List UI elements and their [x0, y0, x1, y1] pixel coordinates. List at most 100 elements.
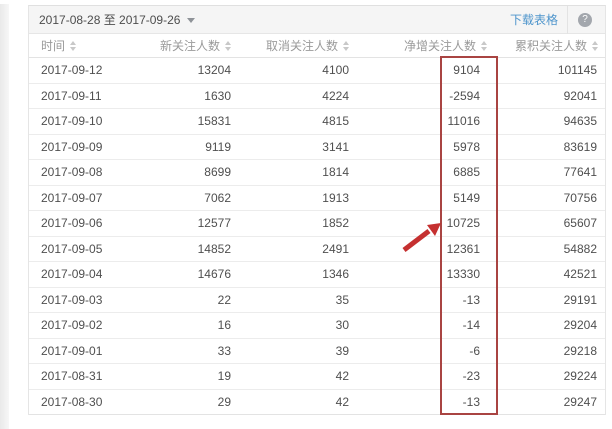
cell-new-followers: 14852	[197, 241, 231, 256]
table-row: 2017-09-02 16 30 -14 29204	[29, 313, 605, 339]
table-row: 2017-09-12 13204 4100 9104 101145	[29, 58, 605, 84]
cell-unfollowed: 4100	[322, 63, 349, 78]
cell-cumulative: 70756	[563, 190, 597, 205]
cell-new-followers: 19	[217, 369, 231, 384]
table-row: 2017-09-03 22 35 -13 29191	[29, 288, 605, 313]
download-table-link[interactable]: 下载表格	[509, 13, 558, 27]
table-toolbar: 2017-08-28 至 2017-09-26 下载表格 ?	[29, 5, 605, 34]
table-row: 2017-08-30 29 42 -13 29247	[29, 390, 605, 415]
cell-unfollowed: 39	[335, 343, 349, 358]
cell-new-followers: 16	[217, 318, 231, 333]
cell-net-increase: -13	[462, 394, 480, 409]
sort-icon[interactable]	[592, 40, 598, 51]
cell-time: 2017-09-04	[41, 267, 103, 282]
cell-net-increase: 10725	[446, 216, 480, 231]
cell-new-followers: 15831	[197, 114, 231, 129]
column-header-net-increase[interactable]: 净增关注人数	[355, 34, 493, 57]
table-row: 2017-09-05 14852 2491 12361 54882	[29, 237, 605, 262]
cell-new-followers: 7062	[204, 190, 231, 205]
cell-cumulative: 29218	[563, 343, 597, 358]
cell-cumulative: 94635	[563, 114, 597, 129]
table-header-row: 时间 新关注人数 取消关注人数 净增关注人数 累积关注人数	[29, 34, 605, 58]
cell-new-followers: 14676	[197, 267, 231, 282]
cell-time: 2017-09-07	[41, 190, 103, 205]
cell-cumulative: 42521	[563, 267, 597, 282]
help-icon[interactable]: ?	[578, 12, 592, 27]
cell-new-followers: 33	[217, 343, 231, 358]
toolbar-divider	[567, 5, 568, 34]
date-range-selector[interactable]: 2017-08-28 至 2017-09-26	[39, 11, 196, 28]
cell-net-increase: 6885	[453, 165, 480, 180]
followers-table-panel: 2017-08-28 至 2017-09-26 下载表格 ? 时间 新关注人数 取消…	[28, 5, 606, 415]
cell-time: 2017-09-11	[41, 88, 102, 103]
cell-cumulative: 77641	[563, 165, 597, 180]
cell-new-followers: 13204	[197, 63, 231, 78]
cell-cumulative: 92041	[563, 88, 597, 103]
cell-new-followers: 12577	[197, 216, 231, 231]
cell-time: 2017-09-09	[41, 139, 103, 154]
cell-cumulative: 65607	[563, 216, 597, 231]
cell-unfollowed: 1913	[322, 190, 349, 205]
cell-unfollowed: 3141	[322, 139, 349, 154]
cell-new-followers: 9119	[205, 139, 231, 154]
table-row: 2017-08-31 19 42 -23 29224	[29, 364, 605, 390]
cell-unfollowed: 42	[335, 369, 349, 384]
column-header-new-followers[interactable]: 新关注人数	[149, 34, 237, 57]
cell-time: 2017-08-30	[41, 394, 103, 409]
cell-net-increase: -23	[462, 369, 480, 384]
sort-icon[interactable]	[225, 40, 231, 51]
column-header-cumulative[interactable]: 累积关注人数	[493, 34, 605, 57]
table-row: 2017-09-04 14676 1346 13330 42521	[29, 262, 605, 288]
cell-unfollowed: 1346	[322, 267, 349, 282]
cell-net-increase: 12361	[446, 241, 480, 256]
cell-unfollowed: 42	[335, 394, 349, 409]
cell-unfollowed: 1852	[322, 216, 349, 231]
column-header-label: 净增关注人数	[403, 39, 476, 53]
table-body: 2017-09-12 13204 4100 9104 101145 2017-09-11 1…	[29, 58, 605, 415]
cell-time: 2017-09-02	[41, 318, 103, 333]
column-header-label: 累积关注人数	[514, 39, 587, 53]
cell-net-increase: 5978	[453, 139, 480, 154]
cell-new-followers: 22	[217, 292, 231, 307]
column-header-unfollowed[interactable]: 取消关注人数	[237, 34, 355, 57]
cell-net-increase: 5149	[453, 190, 480, 205]
cell-time: 2017-09-03	[41, 292, 103, 307]
table-row: 2017-09-06 12577 1852 10725 65607	[29, 211, 605, 237]
cell-unfollowed: 2491	[322, 241, 349, 256]
table-row: 2017-09-09 9119 3141 5978 83619	[29, 135, 605, 160]
column-header-label: 新关注人数	[159, 39, 220, 53]
cell-net-increase: -14	[462, 318, 480, 333]
cell-cumulative: 29224	[563, 369, 597, 384]
cell-net-increase: 9104	[453, 63, 480, 78]
cell-time: 2017-08-31	[41, 369, 103, 384]
table-row: 2017-09-10 15831 4815 11016 94635	[29, 109, 605, 135]
cell-time: 2017-09-05	[41, 241, 103, 256]
cell-time: 2017-09-06	[41, 216, 103, 231]
column-header-time[interactable]: 时间	[29, 34, 149, 57]
cell-cumulative: 29204	[563, 318, 597, 333]
cell-cumulative: 83619	[563, 139, 597, 154]
date-range-label: 2017-08-28 至 2017-09-26	[39, 13, 181, 27]
sort-icon[interactable]	[481, 40, 487, 51]
cell-time: 2017-09-10	[41, 114, 103, 129]
sort-icon[interactable]	[343, 40, 349, 51]
cell-unfollowed: 4224	[322, 88, 349, 103]
cell-cumulative: 29191	[563, 292, 597, 307]
table-row: 2017-09-07 7062 1913 5149 70756	[29, 186, 605, 211]
cell-new-followers: 1630	[204, 88, 231, 103]
page-left-gutter	[0, 4, 9, 429]
cell-net-increase: 13330	[446, 267, 480, 282]
cell-time: 2017-09-12	[41, 63, 103, 78]
cell-new-followers: 29	[217, 394, 231, 409]
table-row: 2017-09-11 1630 4224 -2594 92041	[29, 84, 605, 109]
cell-cumulative: 29247	[563, 394, 597, 409]
cell-time: 2017-09-08	[41, 165, 103, 180]
cell-cumulative: 54882	[563, 241, 597, 256]
cell-net-increase: -6	[469, 343, 480, 358]
cell-net-increase: 11016	[447, 114, 480, 129]
column-header-label: 时间	[41, 39, 66, 53]
cell-net-increase: -13	[462, 292, 480, 307]
cell-unfollowed: 35	[335, 292, 349, 307]
column-header-label: 取消关注人数	[265, 39, 338, 53]
sort-icon[interactable]	[70, 40, 77, 51]
